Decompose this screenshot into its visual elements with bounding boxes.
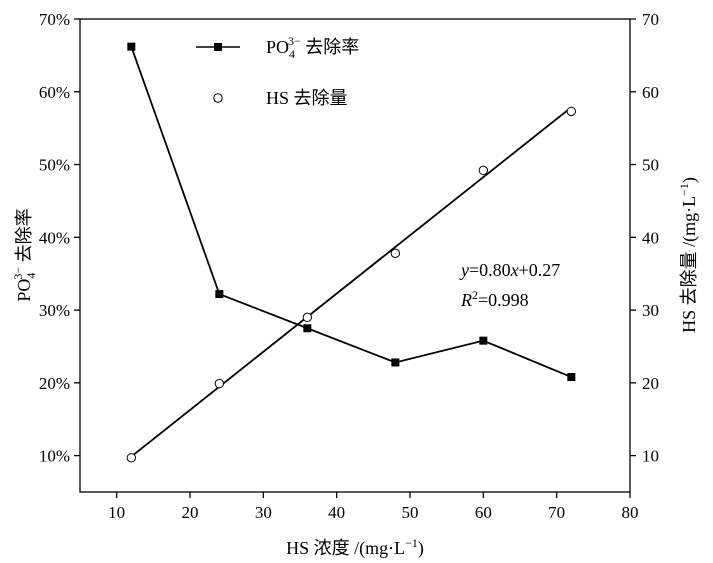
r-squared-label: R2=0.998 (460, 288, 529, 310)
hs-point (302, 312, 313, 323)
right-y-tick-label: 70 (642, 10, 659, 29)
x-tick-label: 80 (622, 503, 639, 522)
po4-point (567, 373, 576, 382)
x-tick-label: 30 (255, 503, 272, 522)
hs-point (214, 378, 225, 389)
right-y-tick-label: 20 (642, 374, 659, 393)
po4-point (479, 336, 488, 345)
x-tick-label: 20 (182, 503, 199, 522)
left-y-tick-label: 30% (39, 301, 70, 320)
right-y-tick-label: 40 (642, 228, 659, 247)
x-tick-label: 10 (108, 503, 125, 522)
x-tick-label: 50 (402, 503, 419, 522)
hs-point (390, 248, 401, 259)
hs-point (478, 165, 489, 176)
legend-item-po4: PO43− 去除率 (196, 34, 359, 61)
x-tick-label: 40 (328, 503, 345, 522)
po4-point (303, 324, 312, 333)
hs-point (566, 106, 577, 117)
plot-frame (79, 18, 631, 493)
x-tick-label: 70 (548, 503, 565, 522)
right-y-axis-ticks: 10 20 30 40 50 60 70 (630, 10, 659, 466)
po4-series-line (130, 46, 572, 378)
left-y-tick-label: 60% (39, 83, 70, 102)
left-y-tick-label: 10% (39, 447, 70, 466)
hs-point (126, 453, 137, 463)
x-axis-label: HS 浓度 /(mg·L−1) (286, 536, 424, 559)
regression-equation: y=0.80x+0.27 (459, 260, 560, 280)
po4-point (127, 42, 136, 51)
right-y-tick-label: 30 (642, 301, 659, 320)
legend-po4-label: PO43− 去除率 (266, 34, 359, 61)
left-y-tick-label: 40% (39, 228, 70, 247)
series-layer (126, 42, 577, 463)
x-axis-ticks: 10 20 30 40 50 60 70 80 (108, 492, 639, 522)
legend-item-hs: HS 去除量 (213, 88, 348, 108)
legend-po4-square-marker (214, 43, 222, 51)
right-y-tick-label: 60 (642, 83, 659, 102)
left-y-tick-label: 70% (39, 10, 70, 29)
legend-hs-circle-marker (213, 93, 223, 103)
po4-point (391, 358, 400, 367)
fit-line (130, 106, 572, 458)
left-y-axis-ticks: 10% 20% 30% 40% 50% 60% 70% (39, 10, 80, 466)
right-y-tick-label: 50 (642, 156, 659, 175)
left-y-tick-label: 20% (39, 374, 70, 393)
left-y-tick-label: 50% (39, 156, 70, 175)
left-y-axis-label: PO43− 去除率 (11, 208, 38, 301)
legend-hs-label: HS 去除量 (266, 88, 348, 108)
po4-point (215, 290, 224, 299)
right-y-tick-label: 10 (642, 447, 659, 466)
fit-line-layer (130, 106, 572, 458)
right-y-axis-label: HS 去除量 /(mg·L−1) (677, 177, 700, 333)
x-tick-label: 60 (475, 503, 492, 522)
legend: PO43− 去除率 HS 去除量 (196, 34, 359, 108)
